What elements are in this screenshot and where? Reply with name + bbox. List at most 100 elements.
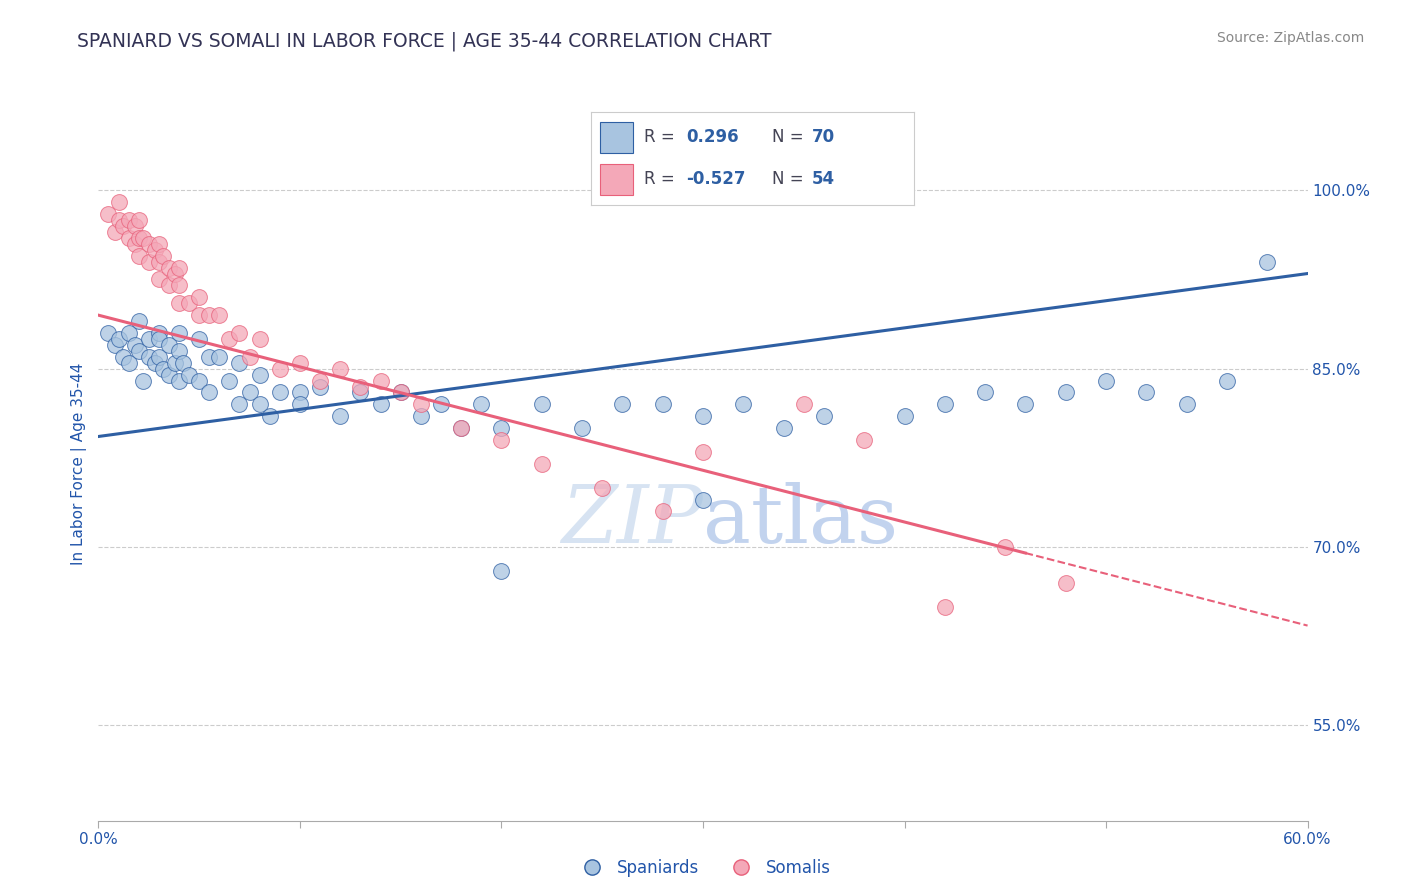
- Point: [1054, 575, 1077, 590]
- Point: [167, 260, 190, 275]
- Point: [97, 207, 120, 221]
- Text: R =: R =: [644, 170, 681, 188]
- Point: [430, 397, 453, 411]
- Point: [128, 343, 150, 358]
- Point: [793, 397, 815, 411]
- Point: [167, 343, 190, 358]
- Point: [107, 332, 129, 346]
- Point: [269, 361, 291, 376]
- Point: [138, 254, 160, 268]
- Bar: [600, 122, 633, 153]
- Point: [1095, 374, 1118, 388]
- Point: [111, 350, 134, 364]
- Point: [1175, 397, 1198, 411]
- Point: [370, 374, 392, 388]
- Point: [349, 385, 371, 400]
- Point: [450, 421, 472, 435]
- Point: [148, 272, 170, 286]
- Point: [309, 379, 332, 393]
- Point: [530, 397, 553, 411]
- Point: [188, 374, 211, 388]
- Point: [138, 332, 160, 346]
- Point: [103, 338, 125, 352]
- Point: [772, 421, 794, 435]
- Point: [198, 350, 221, 364]
- Point: [218, 374, 240, 388]
- Point: [179, 296, 201, 310]
- Point: [1135, 385, 1157, 400]
- Point: [167, 296, 190, 310]
- Text: atlas: atlas: [703, 482, 898, 560]
- Point: [111, 219, 134, 233]
- Bar: [600, 164, 633, 194]
- Point: [893, 409, 915, 424]
- Point: [249, 368, 271, 382]
- Point: [370, 397, 392, 411]
- Point: [651, 504, 673, 518]
- Point: [1256, 254, 1278, 268]
- Text: 54: 54: [813, 170, 835, 188]
- Point: [124, 236, 146, 251]
- Point: [118, 213, 141, 227]
- Point: [651, 397, 673, 411]
- Point: [218, 332, 240, 346]
- Point: [249, 397, 271, 411]
- Text: 70: 70: [813, 128, 835, 146]
- Y-axis label: In Labor Force | Age 35-44: In Labor Force | Age 35-44: [72, 363, 87, 565]
- Text: Source: ZipAtlas.com: Source: ZipAtlas.com: [1216, 31, 1364, 45]
- Point: [128, 231, 150, 245]
- Point: [329, 361, 352, 376]
- Point: [118, 356, 141, 370]
- Point: [571, 421, 593, 435]
- Point: [259, 409, 281, 424]
- Point: [329, 409, 352, 424]
- Point: [198, 308, 221, 322]
- Point: [249, 332, 271, 346]
- Point: [167, 326, 190, 340]
- Point: [288, 385, 311, 400]
- Point: [470, 397, 492, 411]
- Text: R =: R =: [644, 128, 681, 146]
- Text: N =: N =: [772, 170, 808, 188]
- Point: [389, 385, 412, 400]
- Point: [974, 385, 997, 400]
- Point: [148, 332, 170, 346]
- Point: [612, 397, 634, 411]
- Point: [152, 361, 174, 376]
- Point: [228, 326, 250, 340]
- Text: N =: N =: [772, 128, 808, 146]
- Point: [1014, 397, 1036, 411]
- Text: 0.296: 0.296: [686, 128, 738, 146]
- Point: [228, 356, 250, 370]
- Point: [269, 385, 291, 400]
- Point: [733, 397, 755, 411]
- Point: [208, 350, 231, 364]
- Point: [148, 254, 170, 268]
- Point: [228, 397, 250, 411]
- Point: [239, 385, 262, 400]
- Point: [692, 445, 714, 459]
- Point: [157, 260, 180, 275]
- Point: [143, 243, 166, 257]
- Point: [491, 433, 513, 447]
- Point: [934, 397, 956, 411]
- Point: [143, 356, 166, 370]
- Point: [208, 308, 231, 322]
- Point: [157, 368, 180, 382]
- Point: [97, 326, 120, 340]
- Point: [389, 385, 412, 400]
- Point: [163, 356, 186, 370]
- Point: [107, 195, 129, 210]
- Point: [692, 492, 714, 507]
- Point: [188, 332, 211, 346]
- Point: [157, 278, 180, 293]
- Point: [138, 350, 160, 364]
- Point: [1054, 385, 1077, 400]
- Point: [128, 213, 150, 227]
- Point: [853, 433, 876, 447]
- Point: [138, 236, 160, 251]
- Point: [124, 338, 146, 352]
- Point: [163, 267, 186, 281]
- Point: [813, 409, 835, 424]
- Point: [288, 356, 311, 370]
